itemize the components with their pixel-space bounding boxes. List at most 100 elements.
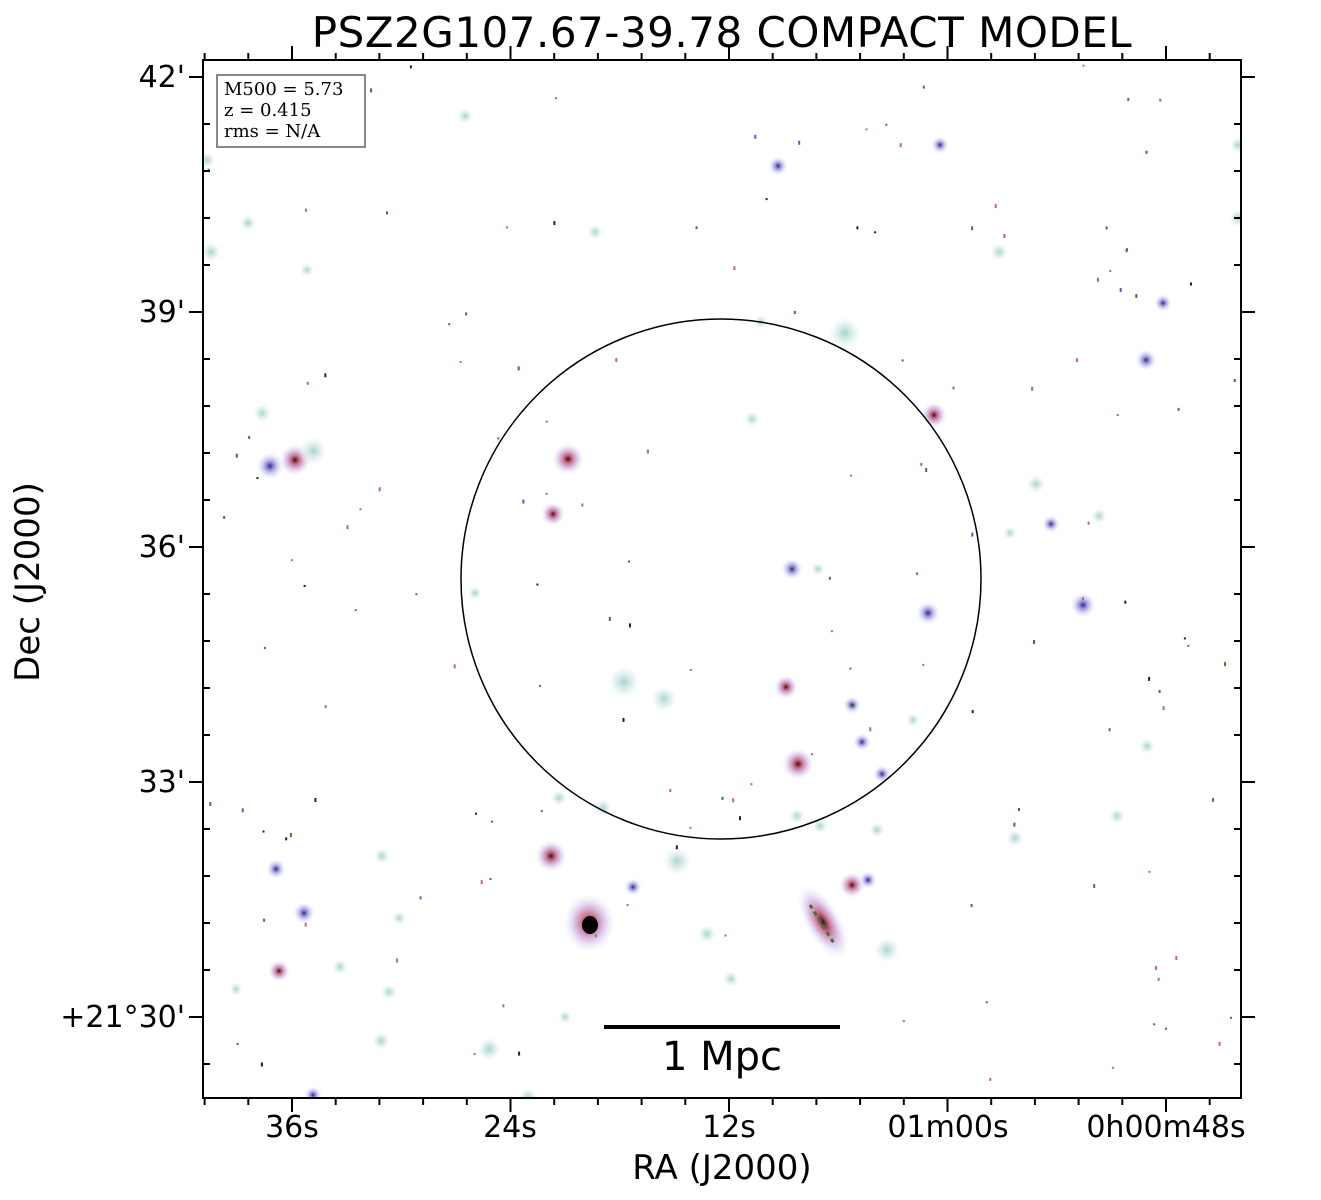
source-blob [1042, 515, 1060, 533]
noise-speck [754, 134, 757, 139]
source-blob [1006, 829, 1024, 847]
source-blob [1109, 808, 1125, 824]
cluster-info-box: M500 = 5.73 z = 0.415 rms = N/A [216, 74, 366, 148]
source-blob [774, 675, 798, 699]
noise-speck [497, 437, 500, 440]
source-blob [558, 1010, 572, 1024]
noise-speck [1153, 1023, 1156, 1026]
source-blob [468, 586, 482, 600]
noise-speck [721, 796, 724, 800]
noise-speck [669, 789, 672, 792]
noise-speck [629, 623, 631, 628]
plot-frame [202, 59, 1242, 1099]
noise-speck [1108, 728, 1111, 732]
noise-speck [901, 359, 904, 362]
noise-speck [263, 918, 266, 922]
noise-speck [263, 647, 266, 649]
source-blob [1154, 294, 1172, 312]
sources-layer [203, 108, 1241, 1098]
source-blob [372, 1032, 390, 1050]
noise-speck [453, 664, 456, 669]
noise-speck [236, 1042, 239, 1045]
source-blob [843, 696, 861, 714]
source-blob [457, 108, 473, 124]
y-tick-label: +21°30' [60, 1000, 185, 1035]
noise-speck [615, 358, 618, 362]
noise-speck [1155, 966, 1158, 970]
noise-speck [1224, 662, 1227, 667]
source-blob [266, 859, 286, 879]
noise-speck [1003, 234, 1006, 239]
noise-speck [1097, 277, 1099, 282]
y-tick-label: 42' [138, 60, 185, 95]
noise-speck [865, 128, 868, 131]
noise-speck [480, 880, 483, 885]
source-blob [300, 263, 314, 277]
noise-speck [1212, 797, 1215, 802]
noise-speck [324, 373, 327, 378]
noise-speck [675, 845, 678, 850]
noise-speck [793, 311, 796, 314]
noise-speck [608, 616, 611, 621]
noise-speck [920, 462, 923, 466]
noise-speck [985, 1001, 988, 1004]
noise-speck [409, 65, 412, 69]
source-blob [253, 404, 271, 422]
source-blob [535, 840, 567, 872]
noise-speck [811, 753, 813, 756]
noise-speck [1013, 822, 1016, 827]
noise-speck [522, 499, 525, 504]
source-blob [1135, 349, 1157, 371]
source-blob [608, 666, 640, 698]
x-tick-label: 36s [265, 1110, 319, 1145]
noise-speck [518, 1051, 521, 1056]
noise-speck [314, 798, 317, 802]
noise-speck [1187, 644, 1190, 647]
noise-speck [285, 837, 288, 841]
noise-speck [1076, 358, 1079, 363]
noise-speck [396, 958, 399, 963]
noise-speck [1175, 956, 1178, 960]
noise-speck [885, 123, 888, 126]
source-blob [698, 925, 716, 943]
noise-speck [856, 226, 859, 230]
scale-bar-label: 1 Mpc [661, 1034, 783, 1080]
noise-speck [235, 453, 238, 458]
noise-speck [304, 922, 307, 927]
noise-speck [502, 1004, 505, 1008]
noise-speck [874, 231, 877, 234]
source-blob [229, 982, 243, 996]
source-blob [587, 224, 603, 240]
noise-speck [489, 878, 492, 880]
noise-speck [473, 1053, 476, 1056]
noise-speck [733, 266, 736, 271]
noise-speck [539, 684, 541, 687]
noise-speck [419, 896, 422, 900]
noise-speck [209, 801, 212, 806]
noise-speck [732, 798, 735, 803]
noise-speck [289, 833, 292, 837]
noise-speck [1109, 270, 1112, 272]
source-blob [853, 733, 871, 751]
noise-speck [305, 208, 307, 212]
noise-speck [689, 826, 692, 829]
noise-speck [952, 386, 955, 390]
noise-speck [922, 85, 925, 89]
noise-speck [1127, 97, 1130, 101]
source-blob [768, 156, 788, 176]
noise-speck [536, 583, 539, 586]
noise-speck [1082, 64, 1085, 67]
noise-specks-layer [207, 64, 1236, 1081]
noise-speck [1116, 414, 1119, 416]
source-blob [859, 871, 877, 889]
noise-speck [256, 477, 259, 480]
source-blob [723, 971, 739, 987]
elongated-source [796, 884, 850, 960]
figure-title: PSZ2G107.67-39.78 COMPACT MODEL [311, 8, 1133, 57]
source-blob [1003, 526, 1017, 540]
noise-speck [475, 812, 477, 815]
source-blob [293, 902, 315, 924]
noise-speck [971, 226, 974, 231]
noise-speck [1105, 226, 1108, 230]
